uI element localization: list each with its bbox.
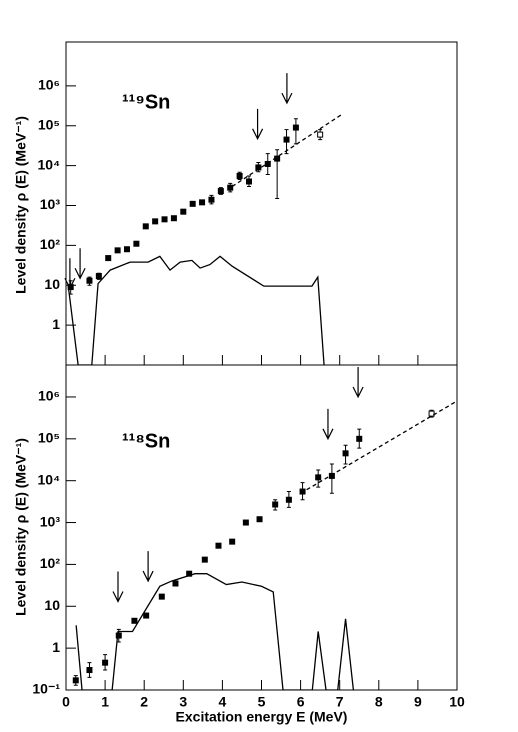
data-point bbox=[256, 516, 263, 523]
x-tick-label: 7 bbox=[336, 694, 344, 710]
y-tick-label: 10² bbox=[40, 555, 61, 571]
y-axis-label: Level density ρ (E) (MeV⁻¹) bbox=[13, 438, 29, 616]
fit-line bbox=[300, 400, 457, 494]
y-tick-label: 10³ bbox=[40, 196, 61, 212]
data-point bbox=[292, 124, 299, 131]
data-point bbox=[189, 200, 196, 207]
x-tick-label: 9 bbox=[414, 694, 422, 710]
y-axis-label: Level density ρ (E) (MeV⁻¹) bbox=[13, 116, 29, 294]
data-point bbox=[114, 247, 121, 254]
x-tick-label: 10 bbox=[449, 694, 465, 710]
data-point bbox=[123, 246, 130, 253]
y-tick-label: 10⁵ bbox=[38, 430, 60, 446]
data-point bbox=[161, 216, 168, 223]
data-point bbox=[102, 659, 109, 666]
y-tick-label: 10⁴ bbox=[38, 156, 61, 172]
y-tick-label: 10⁵ bbox=[38, 116, 60, 132]
y-tick-label: 10⁻¹ bbox=[32, 681, 60, 697]
data-point bbox=[342, 450, 349, 457]
data-point bbox=[328, 472, 335, 479]
data-point bbox=[72, 677, 79, 684]
panel-label: ¹¹⁸Sn bbox=[122, 430, 170, 452]
plot-frame bbox=[65, 364, 458, 691]
x-tick-label: 4 bbox=[219, 694, 227, 710]
arrow bbox=[352, 366, 364, 399]
data-point bbox=[199, 199, 206, 206]
y-tick-label: 10⁶ bbox=[38, 77, 60, 93]
plot-area bbox=[67, 113, 344, 365]
data-point bbox=[285, 496, 292, 503]
data-point bbox=[236, 172, 243, 179]
arrow bbox=[281, 73, 293, 105]
data-point bbox=[152, 218, 159, 225]
data-point bbox=[86, 277, 93, 284]
data-point bbox=[356, 435, 363, 442]
open-point bbox=[428, 410, 435, 417]
y-tick-label: 10 bbox=[44, 276, 60, 292]
arrow bbox=[112, 571, 124, 603]
x-tick-label: 1 bbox=[101, 694, 109, 710]
data-point bbox=[229, 538, 236, 545]
panel-label: ¹¹⁹Sn bbox=[122, 91, 170, 113]
data-point bbox=[208, 196, 215, 203]
arrow bbox=[74, 248, 86, 280]
data-point bbox=[172, 580, 179, 587]
fit-line bbox=[231, 113, 344, 188]
data-point bbox=[95, 273, 102, 280]
data-point bbox=[170, 215, 177, 222]
y-tick-label: 10 bbox=[44, 597, 60, 613]
data-point bbox=[158, 593, 165, 600]
data-point bbox=[217, 188, 224, 195]
data-point bbox=[264, 160, 271, 167]
y-tick-label: 10⁴ bbox=[38, 471, 61, 487]
arrow bbox=[322, 408, 334, 441]
data-point bbox=[227, 184, 234, 191]
arrow bbox=[64, 258, 76, 290]
data-point bbox=[86, 667, 93, 674]
y-tick-label: 10² bbox=[40, 236, 61, 252]
x-tick-label: 8 bbox=[375, 694, 383, 710]
data-point bbox=[143, 612, 150, 619]
x-tick-label: 3 bbox=[179, 694, 187, 710]
x-tick-label: 6 bbox=[297, 694, 305, 710]
calc-line bbox=[75, 573, 355, 690]
arrow bbox=[252, 108, 264, 141]
x-tick-label: 5 bbox=[258, 694, 266, 710]
x-tick-label: 0 bbox=[62, 694, 70, 710]
data-point bbox=[245, 178, 252, 185]
data-point bbox=[131, 617, 138, 624]
x-axis-label: Excitation energy E (MeV) bbox=[176, 709, 348, 725]
data-point bbox=[242, 519, 249, 526]
y-tick-label: 1 bbox=[52, 639, 60, 655]
plot-area bbox=[72, 400, 457, 690]
data-point bbox=[215, 542, 222, 549]
calc-line bbox=[67, 255, 325, 365]
x-tick-label: 2 bbox=[140, 694, 148, 710]
y-tick-label: 10³ bbox=[40, 513, 61, 529]
data-point bbox=[142, 223, 149, 230]
data-point bbox=[133, 240, 140, 247]
data-point bbox=[115, 632, 122, 639]
data-point bbox=[283, 136, 290, 143]
data-point bbox=[105, 255, 112, 262]
data-point bbox=[315, 474, 322, 481]
error-bar bbox=[293, 118, 298, 145]
y-tick-label: 10⁶ bbox=[38, 388, 60, 404]
open-point bbox=[317, 131, 324, 138]
y-tick-label: 1 bbox=[52, 316, 60, 332]
data-point bbox=[180, 208, 187, 215]
arrow bbox=[142, 551, 154, 583]
data-point bbox=[272, 501, 279, 508]
data-point bbox=[201, 556, 208, 563]
